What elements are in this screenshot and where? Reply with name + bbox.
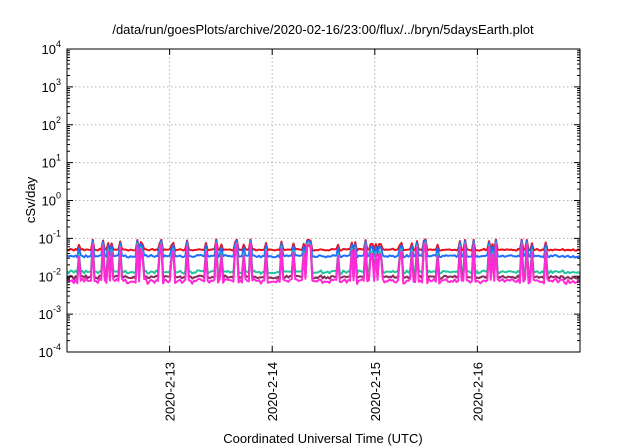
y-tick-base: 10	[42, 118, 56, 133]
y-tick-base: 10	[39, 231, 53, 246]
y-tick-label: 101	[42, 153, 61, 171]
y-tick-base: 10	[39, 269, 53, 284]
y-tick-label: 10-2	[39, 266, 61, 284]
y-tick-base: 10	[42, 156, 56, 171]
y-tick-label: 102	[42, 115, 61, 133]
series-layer	[66, 238, 581, 286]
y-tick-base: 10	[39, 307, 53, 322]
y-tick-label: 10-3	[39, 304, 61, 322]
y-tick-exponent: 0	[56, 191, 61, 201]
x-tick-label: 2020-2-14	[265, 362, 280, 421]
x-tick-label: 2020-2-13	[163, 362, 178, 421]
y-tick-label: 10-4	[39, 342, 61, 360]
y-tick-base: 10	[39, 345, 53, 360]
y-tick-base: 10	[42, 80, 56, 95]
chart-title: /data/run/goesPlots/archive/2020-02-16/2…	[112, 22, 534, 37]
y-tick-exponent: 3	[56, 77, 61, 87]
x-ticks: 2020-2-13 2020-2-14 2020-2-15 2020-2-16	[163, 49, 485, 421]
y-tick-exponent: -4	[53, 342, 61, 352]
series-line	[66, 242, 581, 286]
y-tick-label: 10-1	[39, 228, 61, 246]
y-tick-label: 104	[42, 39, 61, 57]
y-tick-exponent: -2	[53, 266, 61, 276]
y-tick-exponent: 4	[56, 39, 61, 49]
y-tick-label: 103	[42, 77, 61, 95]
y-tick-exponent: 1	[56, 153, 61, 163]
x-tick-label: 2020-2-16	[470, 362, 485, 421]
y-tick-base: 10	[42, 42, 56, 57]
y-tick-exponent: -3	[53, 304, 61, 314]
y-tick-exponent: -1	[53, 228, 61, 238]
y-axis-label: cSv/day	[23, 176, 38, 223]
y-tick-exponent: 2	[56, 115, 61, 125]
x-tick-label: 2020-2-15	[368, 362, 383, 421]
x-axis-label: Coordinated Universal Time (UTC)	[223, 431, 422, 446]
y-tick-label: 100	[42, 191, 61, 209]
y-tick-base: 10	[42, 194, 56, 209]
